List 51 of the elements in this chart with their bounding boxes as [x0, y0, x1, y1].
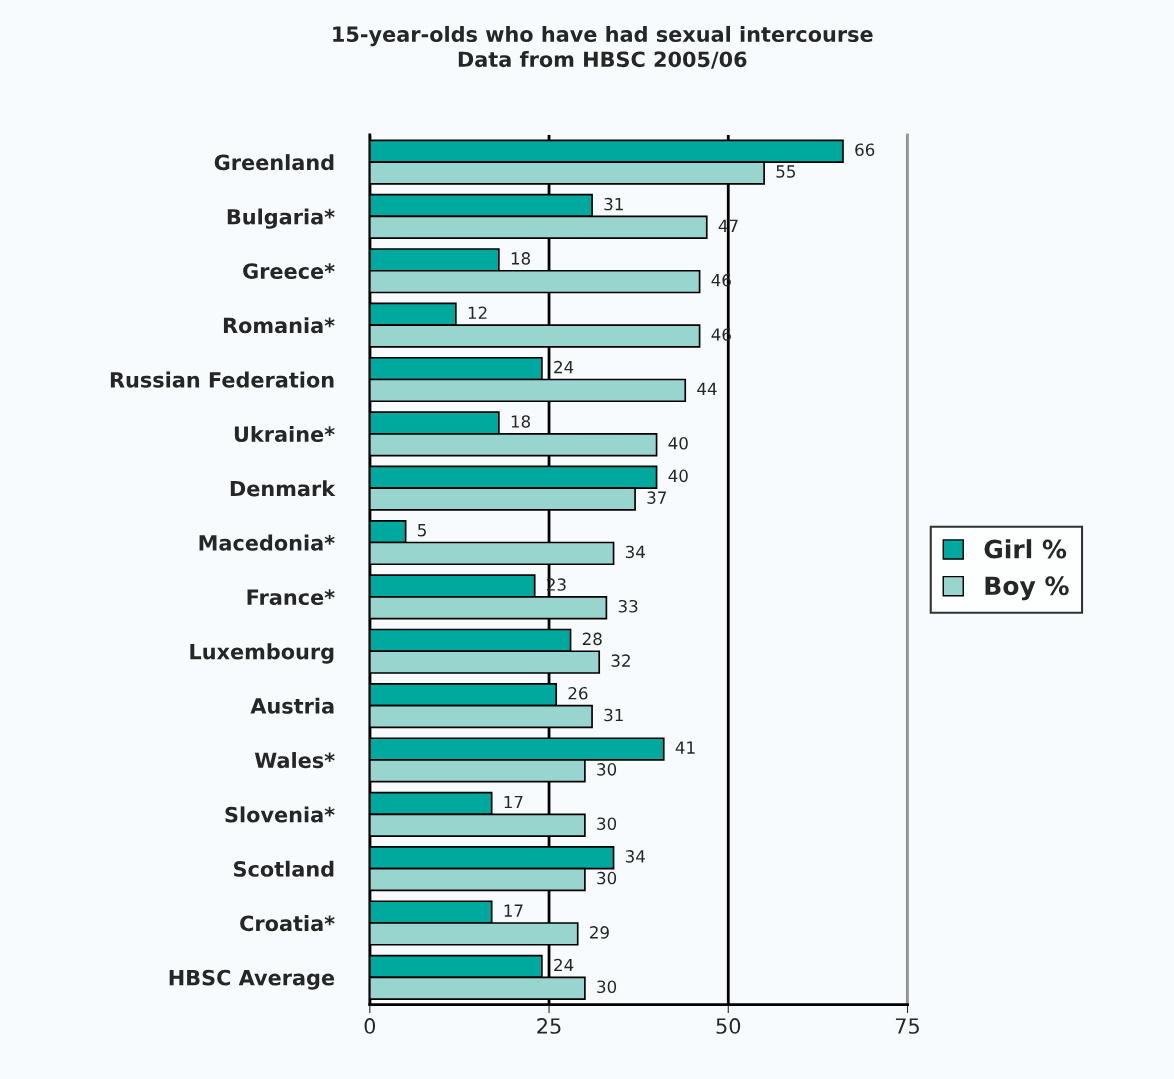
y-tick-label: Luxembourg — [190, 643, 334, 664]
data-label: 17 — [504, 795, 523, 809]
y-tick-label: Greece* — [243, 263, 335, 279]
y-tick-label: France* — [247, 589, 335, 606]
data-label: 30 — [597, 871, 617, 885]
y-tick-label: Wales* — [254, 752, 335, 769]
data-label: 24 — [554, 958, 574, 972]
data-label: 24 — [554, 360, 574, 374]
data-label: 5 — [418, 524, 426, 537]
data-label: 37 — [647, 491, 666, 504]
legend-label: Girl % — [984, 539, 1067, 559]
x-tick-label: 0 — [364, 1018, 376, 1034]
data-label: 28 — [582, 632, 602, 646]
y-tick-label: HBSC Average — [169, 969, 335, 990]
data-label: 33 — [618, 599, 638, 613]
y-tick-label: Romania* — [223, 317, 335, 334]
data-label: 66 — [855, 143, 875, 157]
data-label: 17 — [504, 904, 523, 917]
data-label: 18 — [511, 252, 531, 265]
data-label: 32 — [611, 654, 630, 667]
y-tick-label: Denmark — [230, 480, 336, 497]
x-tick-label: 75 — [895, 1018, 919, 1034]
y-tick-label: Greenland — [214, 154, 334, 171]
data-label: 12 — [468, 306, 487, 319]
data-label: 30 — [597, 817, 617, 831]
data-label: 55 — [776, 165, 795, 178]
data-label: 18 — [511, 415, 531, 428]
data-label: 40 — [668, 436, 688, 450]
y-tick-label: Ukraine* — [234, 425, 335, 443]
x-tick-label: 25 — [537, 1018, 561, 1034]
chart-title: 15-year-olds who have had sexual intercourse Data from HBSC 2005/06 — [333, 25, 873, 69]
data-label: 44 — [697, 382, 717, 395]
data-label: 40 — [668, 469, 688, 483]
y-tick-label: Croatia* — [240, 915, 335, 932]
data-label: 31 — [604, 708, 623, 722]
x-tick-label: 50 — [716, 1018, 741, 1034]
data-label: 31 — [604, 197, 623, 211]
legend-label: Boy % — [985, 576, 1069, 601]
y-tick-label: Austria — [250, 697, 334, 714]
data-label: 41 — [675, 741, 695, 754]
data-label: 30 — [597, 763, 617, 776]
y-tick-label: Scotland — [234, 860, 334, 877]
data-label: 30 — [597, 980, 617, 994]
y-tick-label: Russian Federation — [110, 371, 334, 388]
y-tick-label: Bulgaria* — [227, 208, 335, 229]
data-label: 26 — [568, 686, 588, 700]
data-label: 29 — [590, 926, 609, 939]
y-tick-label: Slovenia* — [225, 806, 335, 823]
data-label: 34 — [625, 850, 645, 863]
data-label: 34 — [625, 545, 645, 559]
y-tick-label: Macedonia* — [199, 534, 335, 551]
